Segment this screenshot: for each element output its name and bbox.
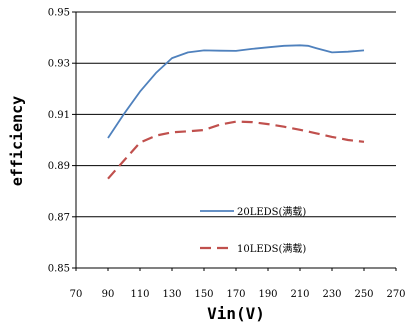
- y-tick-labels: 0.95 0.93 0.91 0.89 0.87 0.85: [48, 8, 70, 275]
- x-tick-labels: 70 90 110 130 150 170 190 210 230 250 270: [70, 289, 405, 300]
- series-line-2: [107, 120, 365, 180]
- y-tick-label: 0.91: [48, 110, 70, 121]
- x-tick-label: 90: [102, 289, 115, 300]
- y-tick-label: 0.93: [48, 59, 70, 70]
- x-tick-label: 110: [130, 289, 149, 300]
- x-tick-label: 150: [194, 289, 213, 300]
- series-line-1: [107, 44, 365, 139]
- x-tick-label: 130: [162, 289, 181, 300]
- x-tick-label: 210: [290, 289, 309, 300]
- axes: [75, 12, 397, 271]
- y-tick-label: 0.87: [48, 212, 70, 223]
- x-tick-label: 250: [354, 289, 373, 300]
- legend-label-1: 20LEDS(满载): [237, 206, 306, 218]
- y-axis-title: efficiency: [8, 96, 26, 186]
- x-tick-label: 190: [258, 289, 277, 300]
- x-tick-label: 70: [70, 289, 83, 300]
- y-tick-label: 0.85: [48, 264, 70, 275]
- legend: 20LEDS(满载) 10LEDS(满载): [200, 206, 306, 255]
- x-tick-label: 170: [226, 289, 245, 300]
- x-axis-title: Vin(V): [207, 304, 265, 323]
- y-tick-label: 0.89: [48, 161, 70, 172]
- series-lines: [107, 44, 365, 180]
- legend-label-2: 10LEDS(满载): [237, 243, 306, 255]
- x-tick-label: 230: [322, 289, 341, 300]
- y-tick-label: 0.95: [48, 8, 70, 19]
- x-tick-label: 270: [386, 289, 405, 300]
